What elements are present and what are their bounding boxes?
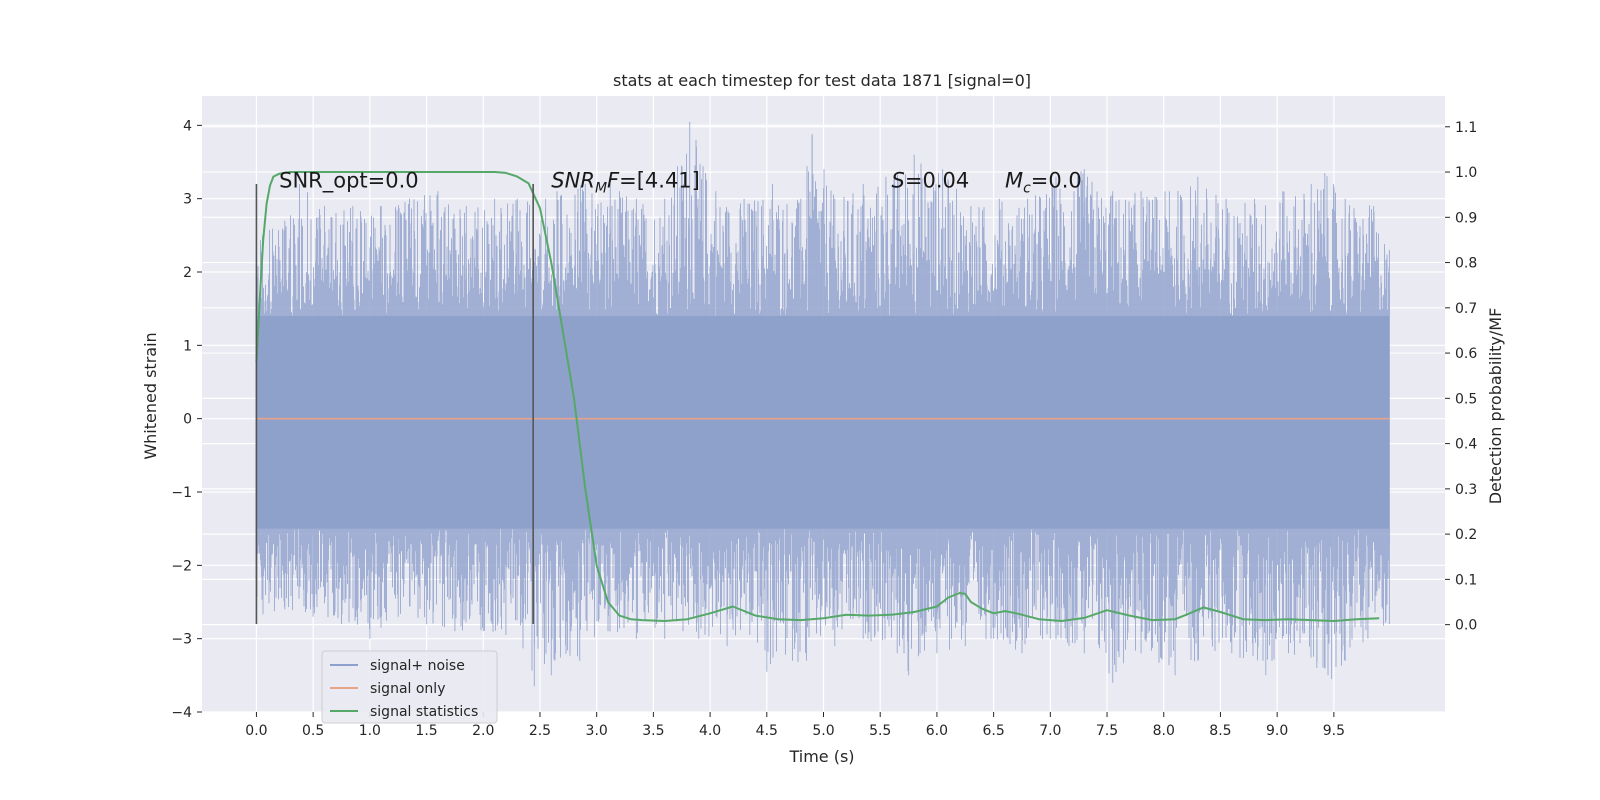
series-signal-plus-noise — [255, 121, 1390, 687]
x-tick-label: 6.5 — [982, 723, 1004, 739]
legend-label-signal-statistics: signal statistics — [370, 704, 478, 720]
x-tick-label: 3.0 — [586, 723, 608, 739]
annotations: SNR_opt=0.0 SNRMF=[4.41] S=0.04 Mc=0.0 — [279, 169, 1082, 197]
y2-tick-label: 0.4 — [1455, 437, 1477, 453]
y-tick-label: 2 — [183, 265, 192, 281]
annotation-1: SNR_opt=0.0 — [279, 169, 419, 194]
vertical-markers — [255, 184, 534, 624]
x-tick-label: 0.5 — [302, 723, 324, 739]
y2-tick-label: 0.7 — [1455, 301, 1477, 317]
x-tick-label: 7.0 — [1039, 723, 1061, 739]
x-tick-label: 6.0 — [926, 723, 948, 739]
chart-title: stats at each timestep for test data 187… — [613, 71, 1031, 90]
y2-tick-label: 0.2 — [1455, 527, 1477, 543]
y-tick-label: −1 — [171, 485, 192, 501]
y-axis-label: Whitened strain — [141, 332, 160, 459]
y-tick-label: 1 — [183, 338, 192, 354]
x-tick-label: 3.5 — [642, 723, 664, 739]
legend-label-signal-only: signal only — [370, 681, 445, 697]
x-tick-label: 9.0 — [1266, 723, 1288, 739]
legend-box — [321, 650, 498, 724]
x-tick-label: 5.0 — [812, 723, 834, 739]
y2-tick-label: 1.0 — [1455, 165, 1477, 181]
y2-tick-label: 0.5 — [1455, 391, 1477, 407]
x-tick-label: 9.5 — [1323, 723, 1345, 739]
y2-tick-label: 0.1 — [1455, 572, 1477, 588]
annotation-4: Mc=0.0 — [1005, 169, 1082, 197]
y-tick-label: 4 — [183, 118, 192, 134]
y2-axis-label: Detection probability/MF — [1486, 308, 1505, 505]
y-tick-label: −3 — [171, 632, 192, 648]
y2-tick-label: 1.1 — [1455, 120, 1477, 136]
x-tick-label: 8.0 — [1153, 723, 1175, 739]
annotation-3: S=0.04 — [892, 169, 970, 193]
y2-tick-label: 0.6 — [1455, 346, 1477, 362]
axis-ticks: 0.0 0.5 1.0 1.5 2.0 2.5 3.0 3.5 4.0 4.5 5.0 5.5 6.0 6… — [171, 118, 1477, 739]
y-tick-label: −4 — [171, 705, 192, 721]
y2-tick-label: 0.8 — [1455, 256, 1477, 272]
series-lines — [255, 171, 1390, 622]
x-tick-label: 4.0 — [699, 723, 721, 739]
legend-label-signal-noise: signal+ noise — [370, 658, 465, 674]
series-line-signal-statistics — [255, 171, 1380, 622]
y-tick-label: −2 — [171, 558, 192, 574]
y2-tick-label: 0.3 — [1455, 482, 1477, 498]
y2-tick-label: 0.9 — [1455, 210, 1477, 226]
x-tick-label: 2.0 — [472, 723, 494, 739]
x-tick-label: 5.5 — [869, 723, 891, 739]
x-tick-label: 4.5 — [756, 723, 778, 739]
x-tick-label: 2.5 — [529, 723, 551, 739]
x-tick-label: 1.5 — [415, 723, 437, 739]
annotation-2: SNRMF=[4.41] — [551, 169, 700, 197]
y-tick-label: 3 — [183, 192, 192, 208]
x-axis-label: Time (s) — [788, 747, 854, 766]
x-tick-label: 0.0 — [245, 723, 267, 739]
y2-tick-label: 0.0 — [1455, 618, 1477, 634]
y-tick-label: 0 — [183, 412, 192, 428]
x-tick-label: 7.5 — [1096, 723, 1118, 739]
x-tick-label: 1.0 — [359, 723, 381, 739]
x-tick-label: 8.5 — [1209, 723, 1231, 739]
legend: signal+ noise signal only signal statistic… — [321, 650, 498, 724]
